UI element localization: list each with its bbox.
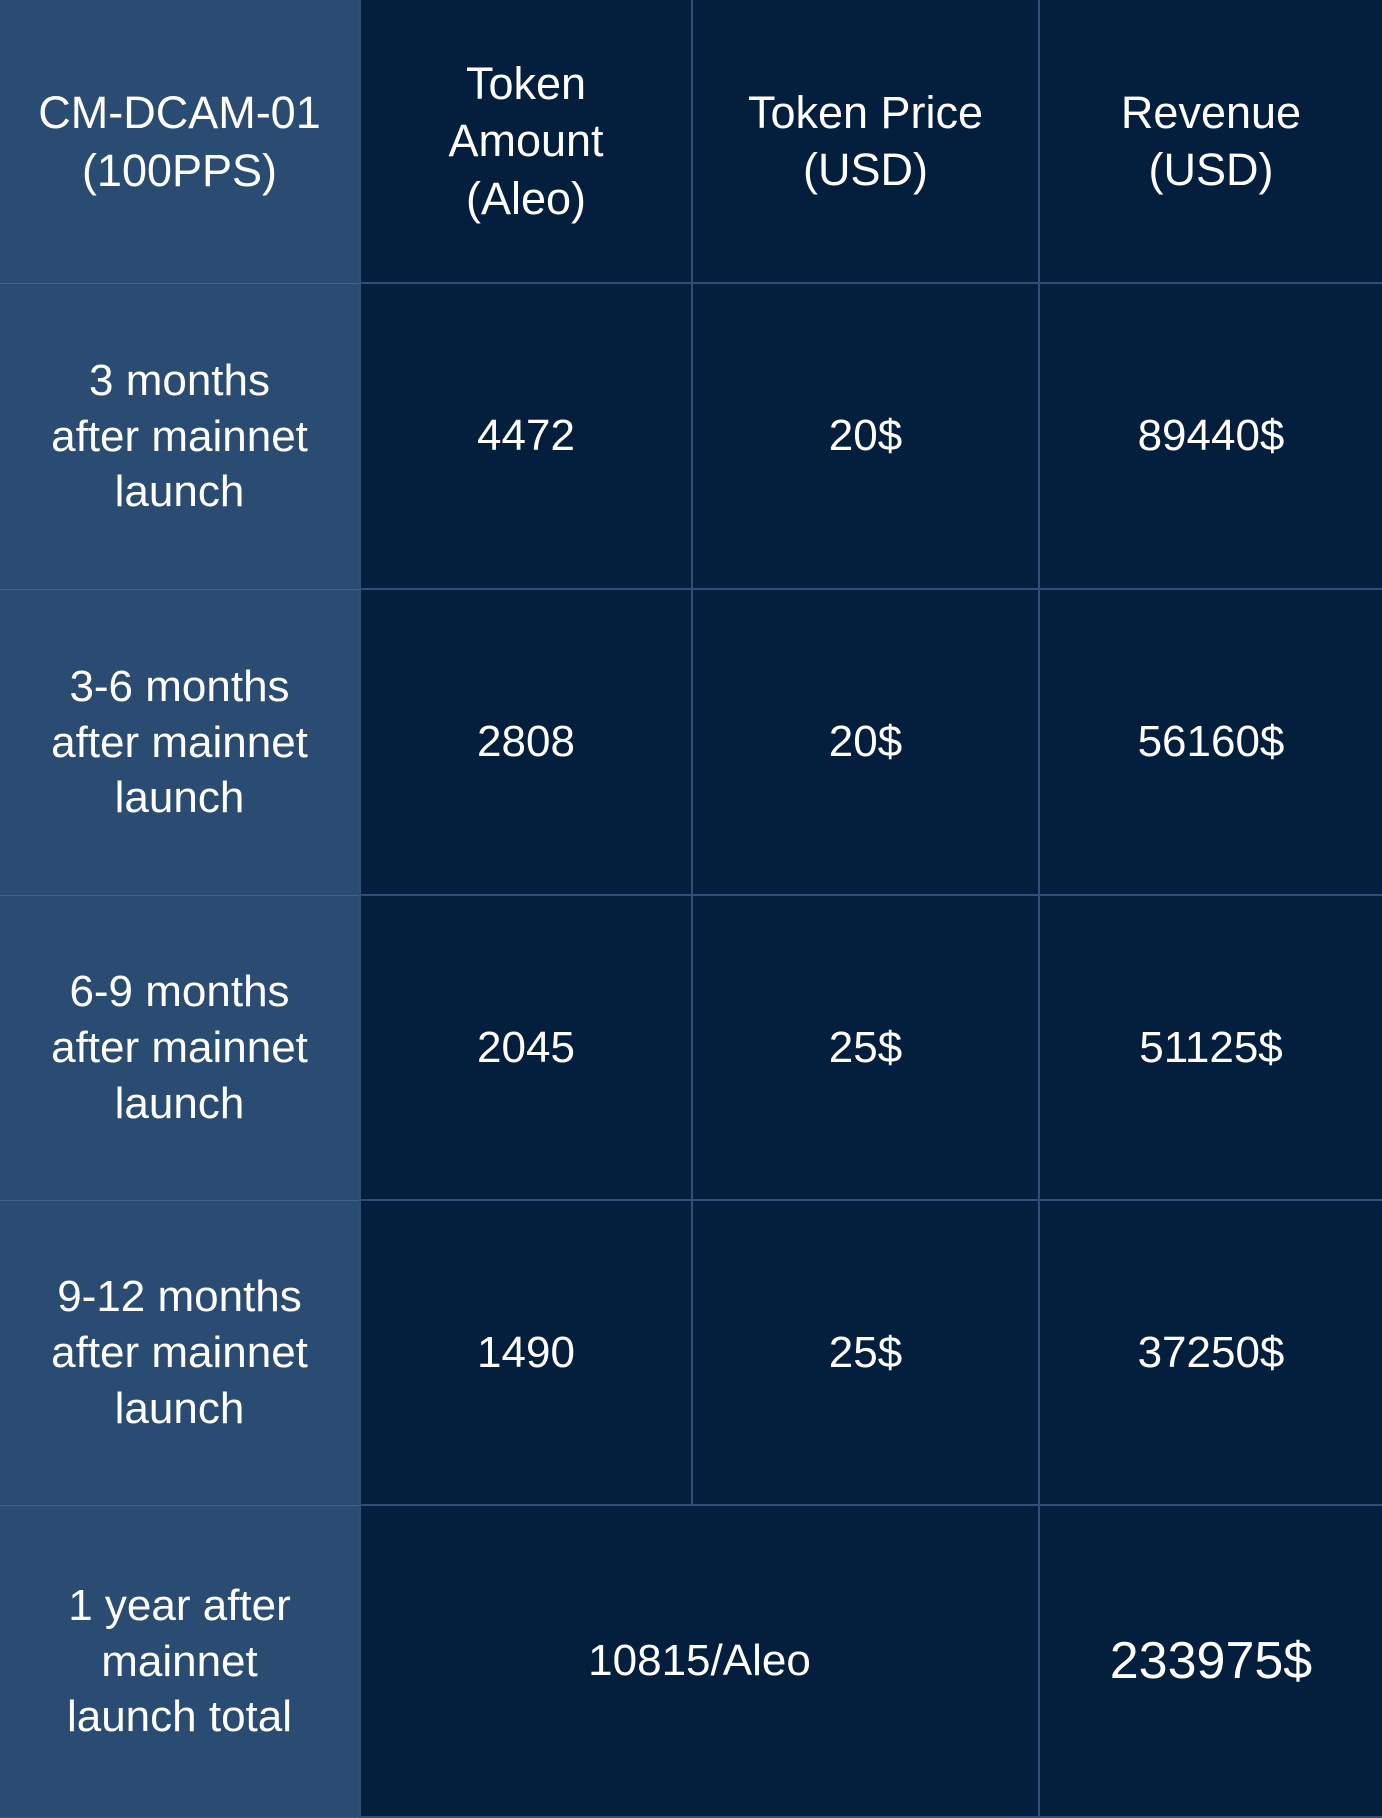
token-amount-cell: 1490 <box>359 1201 691 1506</box>
header-token-price: Token Price (USD) <box>691 0 1038 284</box>
header-token-amount: Token Amount (Aleo) <box>359 0 691 284</box>
revenue-cell: 56160$ <box>1038 590 1382 896</box>
header-revenue: Revenue (USD) <box>1038 0 1382 284</box>
token-price-cell: 25$ <box>691 896 1038 1201</box>
total-period-label: 1 year after mainnet launch total <box>0 1506 359 1818</box>
row-period-label: 9-12 months after mainnet launch <box>0 1201 359 1506</box>
total-revenue-cell: 233975$ <box>1038 1506 1382 1818</box>
row-period-label: 3 months after mainnet launch <box>0 284 359 590</box>
token-price-cell: 20$ <box>691 590 1038 896</box>
revenue-cell: 37250$ <box>1038 1201 1382 1506</box>
table-corner-header: CM-DCAM-01 (100PPS) <box>0 0 359 284</box>
token-price-cell: 25$ <box>691 1201 1038 1506</box>
row-period-label: 3-6 months after mainnet launch <box>0 590 359 896</box>
revenue-cell: 51125$ <box>1038 896 1382 1201</box>
token-amount-cell: 2045 <box>359 896 691 1201</box>
token-amount-cell: 2808 <box>359 590 691 896</box>
total-token-amount-cell: 10815/Aleo <box>359 1506 1038 1818</box>
revenue-cell: 89440$ <box>1038 284 1382 590</box>
token-amount-cell: 4472 <box>359 284 691 590</box>
token-price-cell: 20$ <box>691 284 1038 590</box>
row-period-label: 6-9 months after mainnet launch <box>0 896 359 1201</box>
